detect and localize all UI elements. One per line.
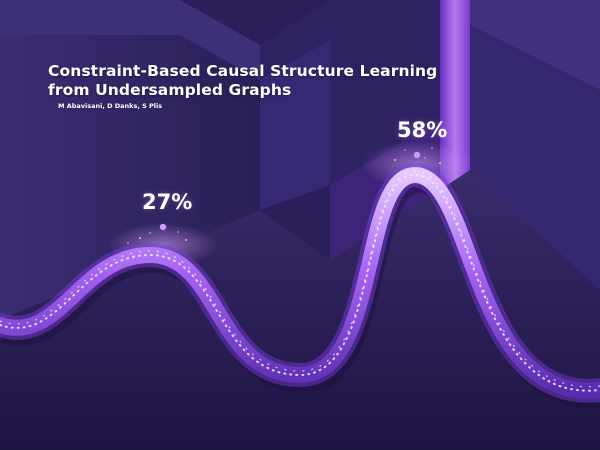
authors-line: M Abavisani, D Danks, S Plis: [58, 102, 163, 110]
marker-label-27: 27%: [142, 190, 193, 214]
marker-label-58: 58%: [397, 118, 448, 142]
page-title: Constraint-Based Causal Structure Learni…: [48, 62, 438, 99]
marker-dot-27: [159, 223, 167, 231]
marker-dot-58: [413, 151, 421, 159]
